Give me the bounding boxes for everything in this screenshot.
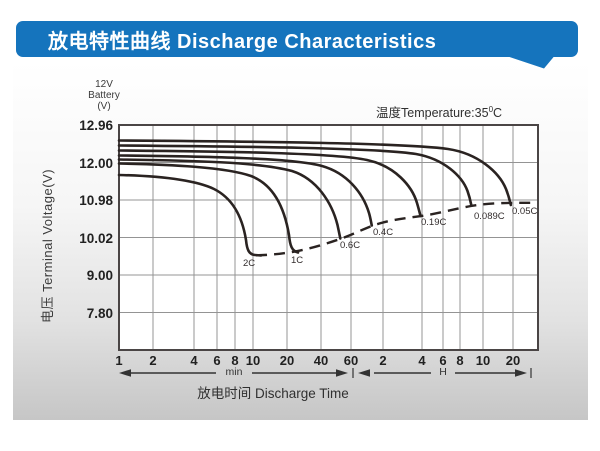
x-tick-label-14: 20: [505, 353, 521, 368]
x-tick-label-9: 2: [379, 353, 387, 368]
battery-type-label: 12V Battery (V): [80, 79, 128, 112]
x-tick-label-12: 8: [456, 353, 464, 368]
x-tick-label-7: 40: [313, 353, 329, 368]
y-tick-label-12.00: 12.00: [79, 155, 113, 171]
curve-label-0.19C: 0.19C: [421, 217, 447, 228]
x-tick-label-3: 6: [213, 353, 221, 368]
x-tick-label-1: 2: [149, 353, 157, 368]
curve-label-0.4C: 0.4C: [373, 227, 394, 238]
y-axis-title: 电压 Terminal Voltage(V): [40, 168, 55, 324]
y-tick-label-10.98: 10.98: [79, 193, 113, 208]
hours-arrow-left-head: [358, 369, 370, 377]
x-unit-hours-label: H: [439, 366, 447, 378]
discharge-curve-1C: [117, 162, 300, 254]
discharge-curve-0.05C: [117, 139, 513, 207]
x-tick-label-4: 8: [231, 353, 239, 368]
min-arrow-left-head: [119, 369, 131, 377]
curve-label-2C: 2C: [243, 258, 256, 269]
x-tick-label-13: 10: [475, 353, 491, 368]
curve-label-0.6C: 0.6C: [340, 240, 361, 251]
discharge-curve-0.4C: [117, 154, 374, 227]
page-title: 放电特性曲线 Discharge Characteristics: [48, 30, 437, 53]
discharge-curve-2C: [117, 173, 263, 257]
x-axis-title: 放电时间 Discharge Time: [197, 386, 349, 401]
plot-border: [118, 124, 539, 351]
x-tick-label-8: 60: [343, 353, 359, 368]
discharge-curve-0.6C: [117, 158, 342, 240]
temperature-unit: C: [493, 106, 503, 120]
y-tick-label-7.80: 7.80: [86, 305, 113, 321]
x-unit-minutes-label: min: [225, 366, 243, 378]
temperature-degree-mark: 0: [488, 104, 494, 114]
x-tick-label-11: 6: [439, 353, 447, 368]
y-tick-label-12.96: 12.96: [79, 118, 113, 133]
curve-label-0.089C: 0.089C: [474, 211, 505, 222]
discharge-curve-0.089C: [117, 144, 473, 207]
temperature-text: 温度Temperature:35: [376, 106, 489, 120]
battery-type-line2: Battery: [88, 90, 120, 101]
x-tick-label-10: 4: [418, 353, 426, 368]
discharge-curve-0.19C: [117, 149, 422, 218]
battery-type-line3: (V): [97, 101, 111, 112]
y-tick-label-9.00: 9.00: [86, 268, 113, 283]
y-tick-label-10.02: 10.02: [79, 230, 113, 246]
temperature-annotation: 温度Temperature:350C: [376, 102, 502, 121]
x-tick-label-6: 20: [279, 353, 295, 368]
min-arrow-right-head: [336, 369, 348, 377]
curve-label-1C: 1C: [291, 255, 304, 266]
x-tick-label-2: 4: [190, 353, 198, 368]
title-banner: 放电特性曲线 Discharge Characteristics: [16, 21, 578, 57]
x-tick-label-0: 1: [115, 353, 123, 368]
curve-label-0.05C: 0.05C: [512, 206, 538, 217]
banner-tail: [508, 56, 554, 69]
battery-type-line1: 12V: [95, 79, 113, 90]
x-tick-label-5: 10: [245, 353, 261, 368]
hours-arrow-right-head: [515, 369, 527, 377]
